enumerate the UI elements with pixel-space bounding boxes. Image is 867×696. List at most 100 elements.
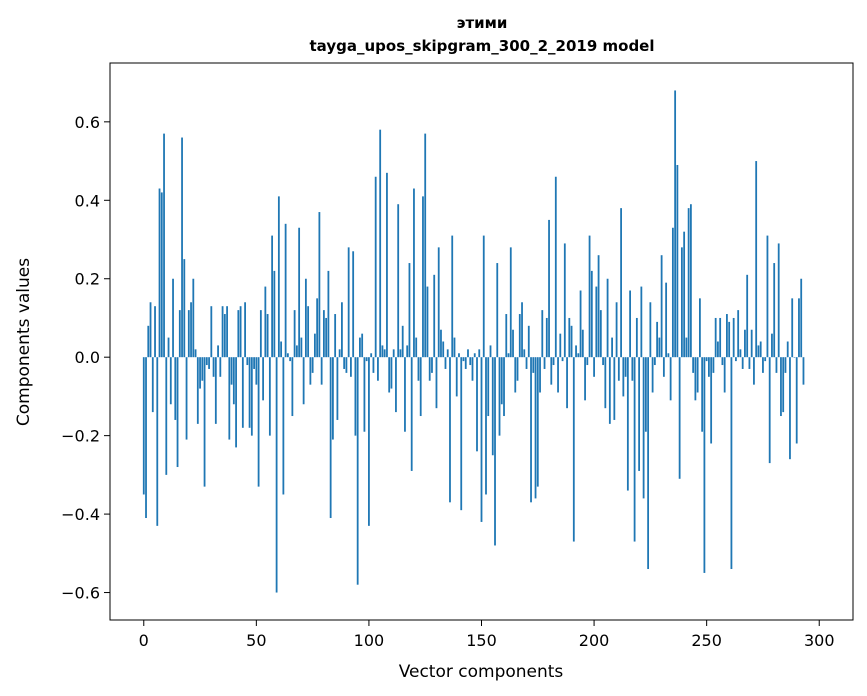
bar [768, 357, 771, 464]
bar [487, 357, 490, 417]
bar [714, 317, 717, 358]
bar [678, 357, 681, 479]
bar [613, 357, 616, 420]
bar [241, 357, 244, 428]
bar [658, 337, 661, 358]
bar [451, 235, 454, 358]
bar [422, 196, 424, 358]
bar [361, 333, 364, 358]
bar [512, 329, 514, 358]
bar [518, 314, 521, 358]
bar [534, 357, 537, 499]
bar [453, 337, 456, 358]
bar [784, 357, 787, 373]
bar [570, 325, 573, 358]
bar [692, 357, 695, 373]
bar [239, 306, 242, 358]
bar [568, 317, 571, 358]
bar [606, 278, 609, 358]
bar [617, 357, 620, 381]
bar [205, 357, 208, 366]
bar [370, 353, 373, 358]
bar [667, 353, 670, 358]
bar [536, 357, 539, 487]
bar [717, 341, 719, 358]
bar [653, 357, 656, 366]
bar [726, 314, 728, 358]
bar [662, 357, 665, 377]
bar [343, 357, 346, 369]
bar [210, 306, 213, 358]
bar [503, 357, 505, 417]
bar [719, 317, 722, 358]
bar [185, 357, 188, 440]
x-tick-label: 300 [804, 631, 835, 650]
bar [723, 357, 726, 393]
bar [172, 278, 174, 358]
bar [311, 357, 314, 373]
bar [563, 243, 566, 358]
bar [302, 357, 305, 405]
bar [154, 306, 156, 358]
bar [737, 310, 740, 358]
bar [701, 357, 704, 432]
bar [732, 317, 735, 358]
bar [489, 345, 492, 358]
bar [277, 196, 280, 358]
bar [217, 345, 219, 358]
bar [635, 317, 638, 358]
bar [410, 357, 413, 471]
x-tick-label: 0 [139, 631, 149, 650]
bar [699, 298, 701, 358]
bar [214, 357, 217, 424]
bar [712, 357, 715, 373]
bar [395, 357, 397, 413]
bar [581, 329, 584, 358]
bar [674, 90, 677, 358]
bar [735, 357, 737, 362]
bar [322, 310, 325, 358]
bar [325, 317, 328, 358]
bar [313, 333, 316, 358]
bar [525, 357, 528, 369]
bar [329, 357, 332, 519]
bar [149, 302, 152, 358]
bar [789, 357, 791, 460]
bar [408, 263, 411, 358]
bar [728, 321, 731, 358]
bar [289, 357, 292, 362]
bar [554, 176, 557, 358]
x-axis-label: Vector components [399, 662, 564, 682]
bar [485, 357, 487, 495]
bar [372, 357, 375, 373]
bar [255, 357, 258, 385]
x-tick-label: 100 [354, 631, 385, 650]
bar [671, 227, 674, 358]
bar [145, 357, 147, 519]
bar [232, 357, 235, 405]
bar [208, 357, 210, 369]
bar [275, 357, 278, 593]
bar [230, 357, 233, 385]
bar [334, 314, 337, 358]
y-tick-label: −0.2 [61, 427, 100, 446]
bar [597, 255, 600, 358]
bar [437, 247, 440, 358]
bar [462, 357, 465, 362]
bar [365, 357, 368, 362]
x-tick-label: 200 [579, 631, 610, 650]
bar [604, 357, 607, 409]
bar [435, 357, 438, 409]
bar [397, 204, 400, 358]
bar [228, 357, 231, 440]
bar [428, 357, 431, 381]
bar [626, 357, 629, 491]
bar [307, 306, 310, 358]
bar [199, 357, 201, 389]
bar [739, 349, 742, 358]
bar [469, 357, 472, 366]
bar [142, 357, 145, 495]
bar [192, 278, 195, 358]
bar [629, 290, 631, 358]
bar [163, 133, 165, 358]
